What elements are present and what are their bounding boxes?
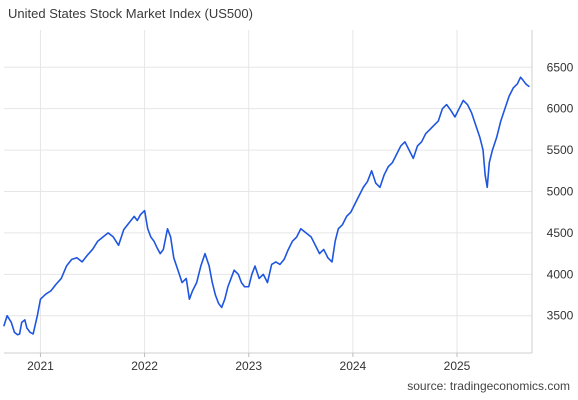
- axes: [4, 30, 533, 354]
- y-tick-label: 6500: [547, 60, 574, 74]
- series-line-0: [3, 76, 530, 336]
- y-axis-ticks: 3500 4000 4500 5000 5500 6000 6500: [547, 60, 574, 322]
- chart-title: United States Stock Market Index (US500): [8, 6, 253, 21]
- series-layer: [3, 76, 530, 336]
- x-tick-label: 2022: [131, 359, 158, 373]
- y-tick-label: 5500: [547, 143, 574, 157]
- y-tick-label: 4000: [547, 267, 574, 281]
- chart-source: source: tradingeconomics.com: [407, 379, 570, 393]
- y-tick-label: 6000: [547, 102, 574, 116]
- y-tick-label: 5000: [547, 185, 574, 199]
- y-tick-label: 4500: [547, 226, 574, 240]
- x-tick-label: 2025: [444, 359, 471, 373]
- x-tick-label: 2023: [235, 359, 262, 373]
- y-tick-label: 3500: [547, 309, 574, 323]
- x-axis-ticks: 2021 2022 2023 2024 2025: [27, 353, 471, 373]
- x-tick-label: 2024: [340, 359, 367, 373]
- x-tick-label: 2021: [27, 359, 54, 373]
- grid: [4, 30, 532, 353]
